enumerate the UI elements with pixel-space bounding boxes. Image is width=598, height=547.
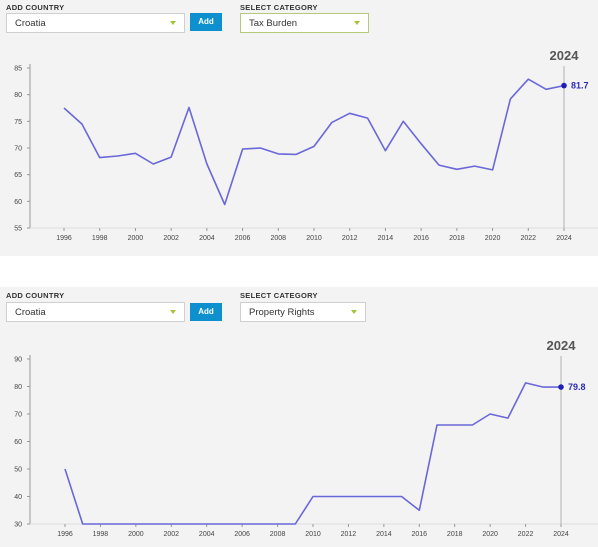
y-tick-label: 40: [14, 494, 22, 501]
category-select[interactable]: Tax Burden: [240, 13, 369, 33]
x-tick-label: 2004: [199, 235, 215, 242]
add-country-button[interactable]: Add: [190, 13, 222, 31]
select-category-label: SELECT CATEGORY: [240, 3, 318, 12]
chevron-down-icon: [354, 21, 360, 25]
x-tick-label: 2014: [378, 235, 394, 242]
select-category-label: SELECT CATEGORY: [240, 291, 318, 300]
highlight-value-label: 81.7: [571, 81, 589, 91]
y-tick-label: 70: [14, 146, 22, 153]
add-country-button[interactable]: Add: [190, 303, 222, 321]
chart-panel-2: ADD COUNTRY Croatia Add SELECT CATEGORY …: [0, 287, 598, 547]
x-tick-label: 2020: [482, 531, 498, 538]
country-select[interactable]: Croatia: [6, 302, 185, 322]
add-country-label: ADD COUNTRY: [6, 291, 65, 300]
y-tick-label: 80: [14, 92, 22, 99]
x-tick-label: 2002: [163, 531, 179, 538]
y-tick-label: 90: [14, 357, 22, 364]
x-tick-label: 1998: [92, 235, 108, 242]
y-tick-label: 50: [14, 467, 22, 474]
y-tick-label: 85: [14, 66, 22, 73]
y-tick-label: 75: [14, 119, 22, 126]
category-select[interactable]: Property Rights: [240, 302, 366, 322]
x-tick-label: 2020: [485, 235, 501, 242]
x-tick-label: 1996: [56, 235, 72, 242]
x-tick-label: 2006: [234, 531, 250, 538]
x-tick-label: 2014: [376, 531, 392, 538]
x-tick-label: 1998: [93, 531, 109, 538]
chevron-down-icon: [351, 310, 357, 314]
highlight-point[interactable]: [561, 82, 567, 89]
y-tick-label: 65: [14, 172, 22, 179]
y-tick-label: 60: [14, 439, 22, 446]
x-tick-label: 2006: [235, 235, 251, 242]
x-tick-label: 2016: [411, 531, 427, 538]
x-tick-label: 2018: [447, 531, 463, 538]
x-tick-label: 2002: [163, 235, 179, 242]
y-tick-label: 60: [14, 199, 22, 206]
x-tick-label: 2008: [270, 235, 286, 242]
x-tick-label: 2010: [306, 235, 322, 242]
x-tick-label: 2022: [518, 531, 534, 538]
x-tick-label: 2004: [199, 531, 215, 538]
x-tick-label: 2016: [413, 235, 429, 242]
x-tick-label: 2012: [342, 235, 358, 242]
country-select-value: Croatia: [15, 18, 46, 29]
y-tick-label: 30: [14, 522, 22, 529]
series-line: [64, 382, 561, 525]
tax-burden-line-chart: 55 60 65 70 75 80 85 1996 1998 2000 2002 2004 2006 20…: [14, 48, 598, 242]
chevron-down-icon: [170, 21, 176, 25]
category-select-value: Tax Burden: [249, 18, 298, 29]
x-tick-label: 2024: [553, 531, 569, 538]
x-tick-label: 2018: [449, 235, 465, 242]
x-tick-label: 2022: [520, 235, 536, 242]
category-select-value: Property Rights: [249, 307, 315, 318]
y-tick-label: 80: [14, 384, 22, 391]
x-tick-label: 2000: [128, 235, 144, 242]
highlight-value-label: 79.8: [568, 382, 586, 392]
series-line: [63, 78, 565, 206]
x-tick-label: 1996: [57, 531, 73, 538]
highlight-year-label: 2024: [550, 48, 580, 63]
y-tick-label: 70: [14, 412, 22, 419]
x-tick-label: 2012: [341, 531, 357, 538]
add-country-label: ADD COUNTRY: [6, 3, 65, 12]
country-select-value: Croatia: [15, 307, 46, 318]
x-tick-label: 2010: [305, 531, 321, 538]
chart-panel-1: ADD COUNTRY Croatia Add SELECT CATEGORY …: [0, 0, 598, 256]
y-tick-label: 55: [14, 226, 22, 233]
highlight-point[interactable]: [558, 384, 564, 390]
country-select[interactable]: Croatia: [6, 13, 185, 33]
x-tick-label: 2008: [270, 531, 286, 538]
x-tick-label: 2000: [128, 531, 144, 538]
chevron-down-icon: [170, 310, 176, 314]
property-rights-line-chart: 30 40 50 60 70 80 90 1996 1998 2000 2002 2004 2006 20…: [14, 338, 598, 538]
highlight-year-label: 2024: [547, 338, 577, 353]
x-tick-label: 2024: [556, 235, 572, 242]
